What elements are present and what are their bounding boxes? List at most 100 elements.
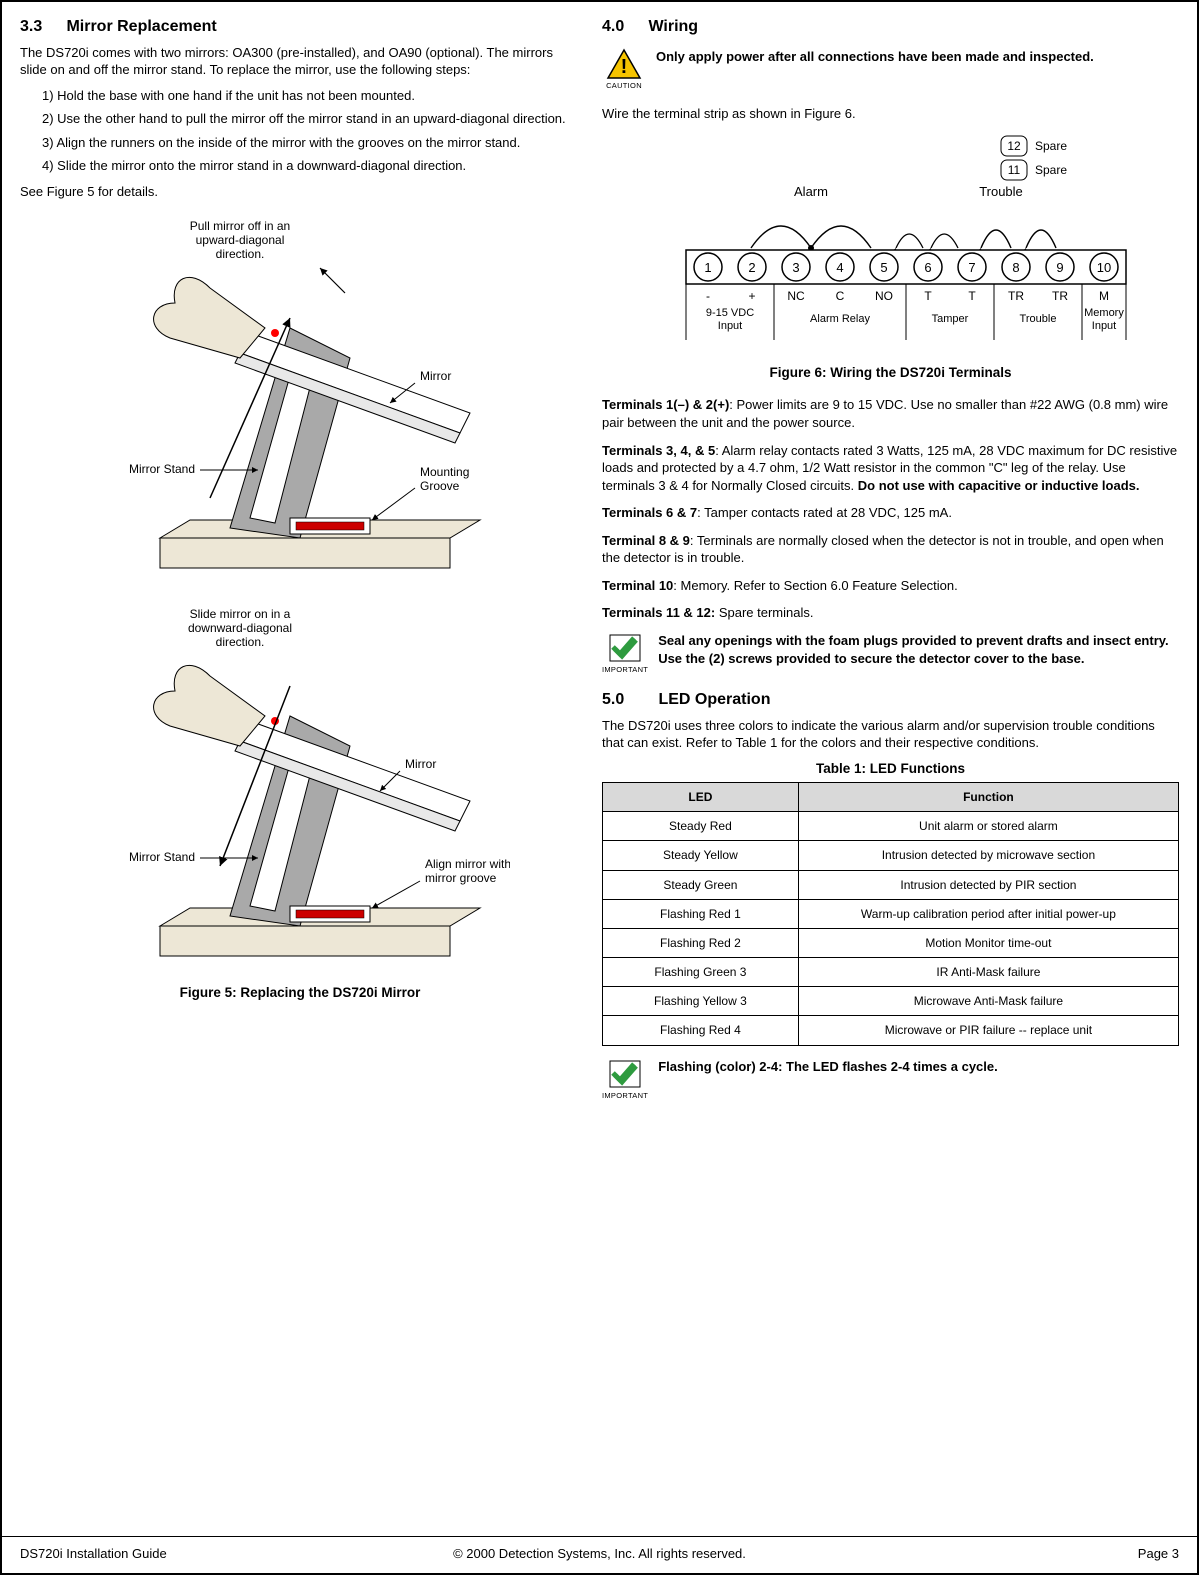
important-icon: IMPORTANT bbox=[602, 632, 648, 675]
important-label: IMPORTANT bbox=[602, 665, 648, 675]
function-cell: Intrusion detected by microwave section bbox=[798, 841, 1178, 870]
led-cell: Flashing Red 2 bbox=[603, 928, 799, 957]
table-row: Flashing Yellow 3Microwave Anti-Mask fai… bbox=[603, 987, 1179, 1016]
svg-text:Mirror Stand: Mirror Stand bbox=[129, 850, 195, 864]
table-1-title: Table 1: LED Functions bbox=[602, 760, 1179, 778]
t10-label: Terminal 10 bbox=[602, 578, 673, 593]
table-row: Flashing Red 2Motion Monitor time-out bbox=[603, 928, 1179, 957]
svg-text:5: 5 bbox=[880, 260, 887, 275]
t89-label: Terminal 8 & 9 bbox=[602, 533, 690, 548]
t67-label: Terminals 6 & 7 bbox=[602, 505, 697, 520]
section-5-0-heading: 5.0 LED Operation bbox=[602, 689, 1179, 711]
important-label: IMPORTANT bbox=[602, 1091, 648, 1101]
led-cell: Flashing Red 4 bbox=[603, 1016, 799, 1045]
section-title: Mirror Replacement bbox=[66, 18, 216, 35]
function-cell: Unit alarm or stored alarm bbox=[798, 812, 1178, 841]
section-number: 5.0 bbox=[602, 689, 654, 711]
function-cell: Microwave or PIR failure -- replace unit bbox=[798, 1016, 1178, 1045]
svg-text:direction.: direction. bbox=[216, 635, 265, 649]
svg-text:TR: TR bbox=[1052, 289, 1068, 303]
important-icon: IMPORTANT bbox=[602, 1058, 648, 1101]
svg-text:T: T bbox=[924, 289, 932, 303]
svg-text:Input: Input bbox=[1091, 320, 1115, 332]
table-row: Steady GreenIntrusion detected by PIR se… bbox=[603, 870, 1179, 899]
figure-5-upper: Pull mirror off in an upward-diagonal di… bbox=[90, 208, 510, 588]
caution-icon: ! CAUTION bbox=[602, 48, 646, 91]
svg-text:Input: Input bbox=[717, 320, 741, 332]
terminals-1-2: Terminals 1(–) & 2(+): Power limits are … bbox=[602, 396, 1179, 431]
step-2: 2) Use the other hand to pull the mirror… bbox=[42, 110, 580, 128]
caution-text: Only apply power after all connections h… bbox=[656, 48, 1179, 66]
svg-text:9: 9 bbox=[1056, 260, 1063, 275]
t345-label: Terminals 3, 4, & 5 bbox=[602, 443, 715, 458]
svg-text:3: 3 bbox=[792, 260, 799, 275]
important-note-1: IMPORTANT Seal any openings with the foa… bbox=[602, 632, 1179, 675]
t10-text: : Memory. Refer to Section 6.0 Feature S… bbox=[673, 578, 957, 593]
table-header-function: Function bbox=[798, 782, 1178, 811]
svg-text:downward-diagonal: downward-diagonal bbox=[188, 621, 292, 635]
svg-text:NO: NO bbox=[875, 289, 893, 303]
table-row: Flashing Red 1Warm-up calibration period… bbox=[603, 899, 1179, 928]
svg-text:M: M bbox=[1099, 289, 1109, 303]
svg-text:12: 12 bbox=[1007, 139, 1021, 153]
figure-6-caption: Figure 6: Wiring the DS720i Terminals bbox=[602, 364, 1179, 382]
figure-5-lower: Slide mirror on in a downward-diagonal d… bbox=[90, 596, 510, 976]
mirror-intro: The DS720i comes with two mirrors: OA300… bbox=[20, 44, 580, 79]
section-3-3-heading: 3.3 Mirror Replacement bbox=[20, 16, 580, 38]
see-figure-5: See Figure 5 for details. bbox=[20, 183, 580, 201]
svg-text:6: 6 bbox=[924, 260, 931, 275]
section-4-0-heading: 4.0 Wiring bbox=[602, 16, 1179, 38]
svg-text:direction.: direction. bbox=[216, 247, 265, 261]
svg-text:C: C bbox=[835, 289, 844, 303]
svg-text:-: - bbox=[706, 289, 710, 303]
mirror-steps: 1) Hold the base with one hand if the un… bbox=[20, 87, 580, 175]
page-footer: DS720i Installation Guide © 2000 Detecti… bbox=[2, 1536, 1197, 1573]
terminals-11-12: Terminals 11 & 12: Spare terminals. bbox=[602, 604, 1179, 622]
wiring-intro: Wire the terminal strip as shown in Figu… bbox=[602, 105, 1179, 123]
t1112-text: Spare terminals. bbox=[715, 605, 813, 620]
led-cell: Flashing Yellow 3 bbox=[603, 987, 799, 1016]
svg-text:Trouble: Trouble bbox=[979, 184, 1023, 199]
footer-center: © 2000 Detection Systems, Inc. All right… bbox=[2, 1545, 1197, 1563]
important-1-text: Seal any openings with the foam plugs pr… bbox=[658, 632, 1179, 667]
function-cell: Warm-up calibration period after initial… bbox=[798, 899, 1178, 928]
figure-6-diagram: 12 Spare 11 Spare Alarm Trouble bbox=[631, 130, 1151, 360]
step-4: 4) Slide the mirror onto the mirror stan… bbox=[42, 157, 580, 175]
led-cell: Flashing Red 1 bbox=[603, 899, 799, 928]
step-3: 3) Align the runners on the inside of th… bbox=[42, 134, 580, 152]
led-cell: Steady Red bbox=[603, 812, 799, 841]
figure-5-caption: Figure 5: Replacing the DS720i Mirror bbox=[20, 984, 580, 1002]
svg-text:7: 7 bbox=[968, 260, 975, 275]
svg-text:2: 2 bbox=[748, 260, 755, 275]
important-2-text: Flashing (color) 2-4: The LED flashes 2-… bbox=[658, 1058, 1179, 1076]
svg-text:Trouble: Trouble bbox=[1019, 313, 1056, 325]
svg-text:mirror groove: mirror groove bbox=[425, 871, 497, 885]
t345-text-b: Do not use with capacitive or inductive … bbox=[858, 478, 1140, 493]
svg-text:Alarm: Alarm bbox=[794, 184, 828, 199]
terminals-6-7: Terminals 6 & 7: Tamper contacts rated a… bbox=[602, 504, 1179, 522]
led-cell: Steady Yellow bbox=[603, 841, 799, 870]
section-title: Wiring bbox=[648, 18, 698, 35]
svg-text:Mirror Stand: Mirror Stand bbox=[129, 462, 195, 476]
svg-text:1: 1 bbox=[704, 260, 711, 275]
svg-text:NC: NC bbox=[787, 289, 805, 303]
step-1: 1) Hold the base with one hand if the un… bbox=[42, 87, 580, 105]
section-title: LED Operation bbox=[658, 691, 770, 708]
led-cell: Steady Green bbox=[603, 870, 799, 899]
caution-note: ! CAUTION Only apply power after all con… bbox=[602, 48, 1179, 91]
table-row: Flashing Red 4Microwave or PIR failure -… bbox=[603, 1016, 1179, 1045]
svg-text:+: + bbox=[748, 289, 755, 303]
svg-text:10: 10 bbox=[1096, 260, 1110, 275]
svg-text:TR: TR bbox=[1008, 289, 1024, 303]
table-row: Steady YellowIntrusion detected by micro… bbox=[603, 841, 1179, 870]
section-number: 3.3 bbox=[20, 16, 62, 38]
caution-label: CAUTION bbox=[602, 81, 646, 91]
important-note-2: IMPORTANT Flashing (color) 2-4: The LED … bbox=[602, 1058, 1179, 1101]
svg-text:Mirror: Mirror bbox=[405, 757, 436, 771]
t67-text: : Tamper contacts rated at 28 VDC, 125 m… bbox=[697, 505, 952, 520]
function-cell: IR Anti-Mask failure bbox=[798, 958, 1178, 987]
table-row: Steady RedUnit alarm or stored alarm bbox=[603, 812, 1179, 841]
svg-text:Pull mirror off in an: Pull mirror off in an bbox=[190, 219, 290, 233]
svg-text:Alarm Relay: Alarm Relay bbox=[810, 313, 870, 325]
svg-text:Mounting: Mounting bbox=[420, 465, 469, 479]
